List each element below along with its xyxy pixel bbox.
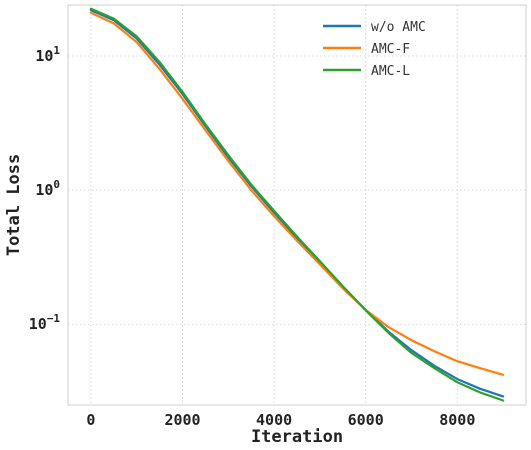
x-tick-label: 2000 bbox=[164, 411, 200, 429]
y-tick-exponent: 1 bbox=[53, 44, 60, 57]
y-tick-base: 10 bbox=[29, 315, 47, 333]
series-line-1 bbox=[89, 9, 505, 398]
y-tick-exponent: 0 bbox=[53, 178, 60, 191]
legend-label: AMC-F bbox=[371, 42, 410, 57]
y-tick-label: 101 bbox=[35, 44, 60, 65]
grid-layer bbox=[68, 5, 526, 405]
y-tick-label: 10−1 bbox=[29, 312, 61, 333]
series-layer bbox=[89, 7, 505, 402]
y-tick-label: 100 bbox=[35, 178, 60, 199]
x-axis-label: Iteration bbox=[251, 427, 343, 447]
series-line-2 bbox=[89, 11, 505, 376]
x-tick-label: 4000 bbox=[256, 411, 292, 429]
y-tick-exponent: −1 bbox=[47, 312, 61, 325]
x-tick-labels: 0 2000 4000 6000 8000 bbox=[86, 411, 475, 429]
x-tick-label: 6000 bbox=[348, 411, 384, 429]
x-tick-label: 0 bbox=[86, 411, 95, 429]
plot-frame bbox=[67, 4, 527, 406]
y-tick-base: 10 bbox=[35, 47, 53, 65]
legend: w/o AMC AMC-F AMC-L bbox=[323, 20, 426, 79]
y-axis-label: Total Loss bbox=[4, 154, 24, 256]
series-line-3 bbox=[89, 7, 505, 402]
legend-label: w/o AMC bbox=[371, 20, 426, 35]
y-tick-base: 10 bbox=[35, 181, 53, 199]
x-tick-label: 8000 bbox=[439, 411, 475, 429]
legend-label: AMC-L bbox=[371, 64, 410, 79]
